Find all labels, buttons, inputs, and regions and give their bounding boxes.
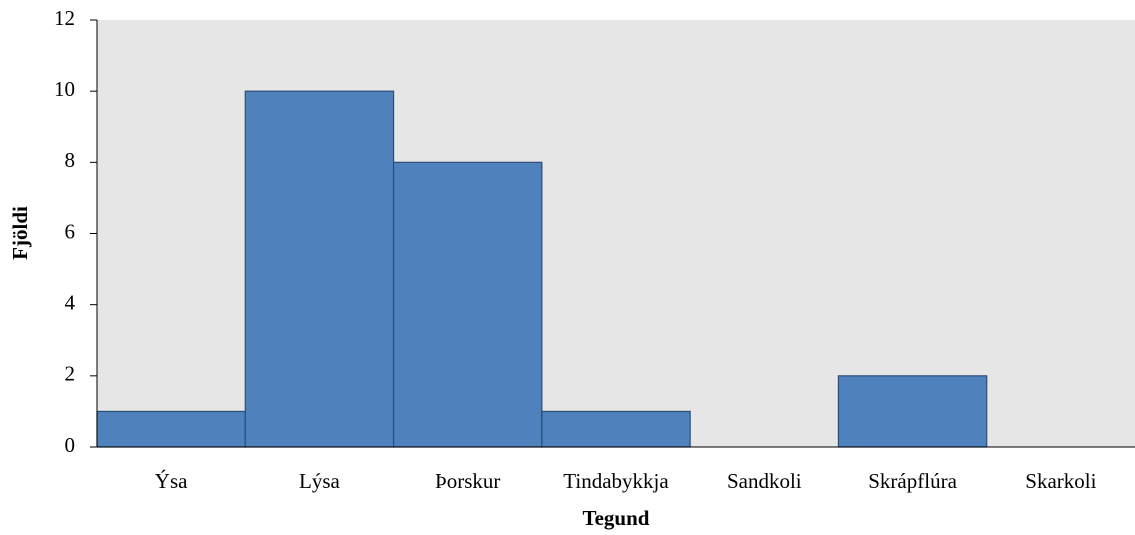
y-axis-title: Fjöldi bbox=[8, 206, 32, 260]
y-tick-label: 12 bbox=[54, 6, 75, 30]
x-tick-label: Tindabykkja bbox=[563, 469, 669, 493]
y-tick-label: 0 bbox=[65, 433, 76, 457]
x-tick-label: Lýsa bbox=[299, 469, 341, 493]
x-tick-label: Skarkoli bbox=[1025, 469, 1096, 493]
bar bbox=[244, 90, 395, 448]
y-tick-label: 2 bbox=[65, 362, 76, 386]
bar bbox=[837, 375, 988, 448]
y-tick-label: 10 bbox=[54, 77, 75, 101]
y-tick-label: 4 bbox=[65, 290, 76, 314]
y-tick-label: 6 bbox=[65, 219, 76, 243]
x-tick-label: Ýsa bbox=[155, 469, 188, 493]
x-tick-label: Sandkoli bbox=[727, 469, 802, 493]
x-axis-title: Tegund bbox=[583, 506, 650, 530]
bar bbox=[96, 410, 246, 448]
bar bbox=[541, 410, 691, 448]
bar bbox=[392, 161, 543, 448]
x-tick-label: Skrápflúra bbox=[868, 469, 957, 493]
y-tick-label: 8 bbox=[65, 148, 76, 172]
x-tick-label: Þorskur bbox=[435, 469, 500, 493]
